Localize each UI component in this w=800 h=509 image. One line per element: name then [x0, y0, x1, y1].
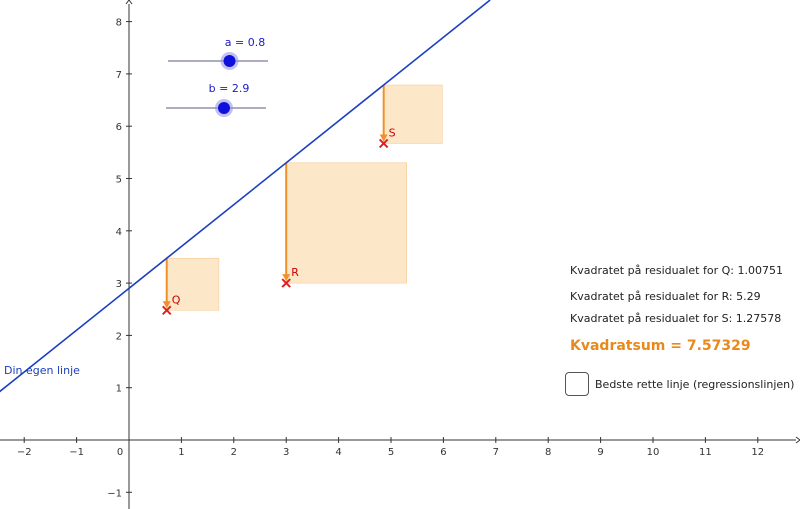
x-tick-label: 1 [178, 447, 184, 458]
slider-label: a = 0.8 [225, 36, 265, 49]
point-marker[interactable] [378, 138, 389, 149]
residual-square-r [285, 162, 407, 284]
y-tick-label: 5 [116, 175, 122, 186]
x-tick-label: 2 [231, 447, 237, 458]
x-tick-label: 9 [597, 447, 603, 458]
slider-b[interactable]: b = 2.9 [166, 82, 266, 117]
point-label: Q [172, 293, 181, 306]
regression-checkbox-label[interactable]: Bedste rette linje (regressionslinjen) [595, 377, 795, 391]
x-tick-label: 0 [117, 447, 123, 458]
y-tick-label: 8 [116, 18, 122, 29]
slider-a[interactable]: a = 0.8 [168, 36, 268, 70]
residual-q-text: Kvadratet på residualet for Q: 1.00751 [570, 264, 783, 277]
slider-label: b = 2.9 [209, 82, 250, 95]
regression-checkbox[interactable] [565, 372, 589, 396]
x-tick-label: 5 [388, 447, 394, 458]
x-tick-label: 3 [283, 447, 289, 458]
y-tick-label: 1 [116, 384, 122, 395]
slider-knob[interactable] [223, 55, 236, 67]
point-r[interactable]: R [281, 266, 299, 288]
regression-line-group[interactable]: Din egen linje [0, 0, 491, 393]
residual-s-text: Kvadratet på residualet for S: 1.27578 [570, 312, 782, 325]
x-tick-label: 6 [440, 447, 446, 458]
own-line-label: Din egen linje [4, 364, 80, 377]
y-tick-label: 4 [116, 227, 122, 238]
residual-square-q [166, 257, 220, 311]
square-sum-text: Kvadratsum = 7.57329 [570, 338, 751, 354]
y-tick-label: 2 [116, 331, 122, 342]
y-tick-label: −1 [107, 488, 122, 499]
x-tick-label: −1 [69, 447, 84, 458]
x-axis-arrow [795, 436, 800, 444]
y-tick-label: 3 [116, 279, 122, 290]
x-tick-label: 8 [545, 447, 551, 458]
own-line[interactable] [0, 0, 491, 393]
y-axis-arrow [125, 0, 133, 5]
residual-arrowhead-q [162, 301, 171, 309]
x-tick-label: 11 [699, 447, 712, 458]
y-tick-label: 7 [116, 70, 122, 81]
regression-checkbox-row[interactable]: Bedste rette linje (regressionslinjen) [565, 372, 794, 396]
residual-arrowhead-s [379, 134, 388, 142]
point-s[interactable]: S [378, 126, 396, 149]
point-label: S [389, 126, 396, 139]
residual-squares [162, 84, 443, 311]
x-tick-label: 4 [335, 447, 341, 458]
x-tick-label: 10 [647, 447, 660, 458]
point-q[interactable]: Q [162, 293, 181, 316]
x-tick-label: 12 [751, 447, 764, 458]
point-label: R [291, 266, 299, 279]
slider-knob[interactable] [218, 102, 230, 114]
data-points[interactable]: Q R S [162, 126, 396, 316]
sliders[interactable]: a = 0.8 b = 2.9 [166, 36, 268, 117]
point-marker[interactable] [281, 278, 291, 288]
x-tick-label: −2 [17, 447, 32, 458]
point-marker[interactable] [162, 305, 172, 316]
residual-r-text: Kvadratet på residualet for R: 5.29 [570, 290, 761, 303]
residual-arrowhead-r [282, 274, 291, 282]
residual-square-s [383, 84, 443, 144]
y-tick-label: 6 [116, 122, 122, 133]
x-tick-label: 7 [493, 447, 499, 458]
